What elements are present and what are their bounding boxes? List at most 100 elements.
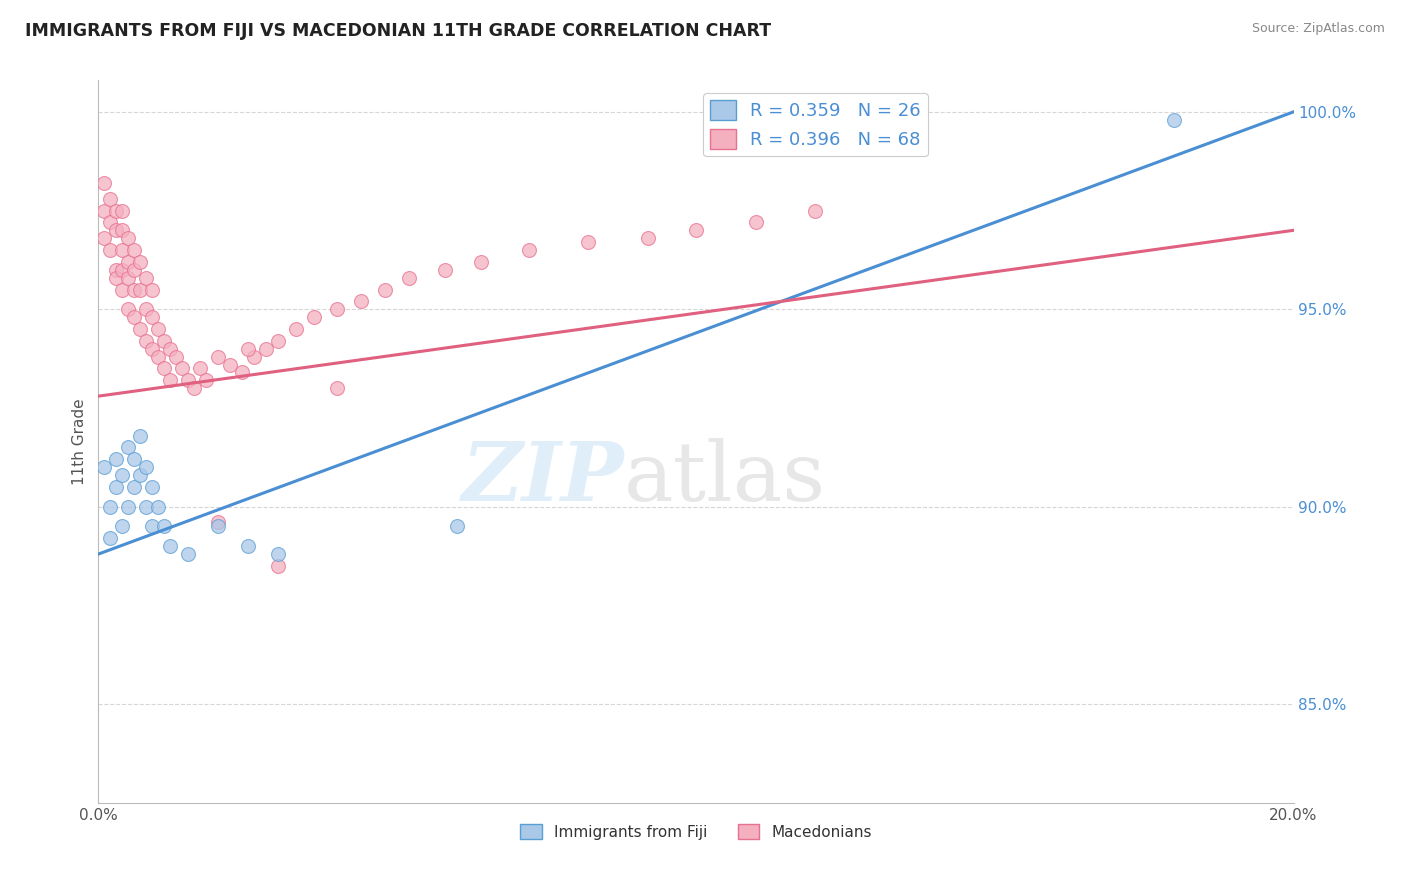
Point: [111, 223, 134, 237]
Point: [159, 342, 181, 356]
Point: [236, 342, 259, 356]
Point: [129, 428, 152, 442]
Point: [637, 231, 659, 245]
Point: [195, 373, 218, 387]
Point: [153, 334, 176, 348]
Point: [159, 373, 181, 387]
Point: [135, 460, 157, 475]
Point: [188, 361, 211, 376]
Point: [470, 255, 492, 269]
Point: [124, 480, 146, 494]
Point: [117, 500, 139, 514]
Point: [326, 302, 349, 317]
Point: [141, 342, 163, 356]
Point: [153, 519, 176, 533]
Point: [326, 381, 349, 395]
Point: [98, 500, 122, 514]
Point: [117, 255, 139, 269]
Point: [1163, 112, 1185, 127]
Point: [105, 270, 128, 285]
Legend: Immigrants from Fiji, Macedonians: Immigrants from Fiji, Macedonians: [515, 818, 877, 846]
Point: [129, 283, 152, 297]
Point: [105, 480, 128, 494]
Point: [111, 468, 134, 483]
Point: [98, 215, 122, 229]
Point: [517, 243, 540, 257]
Point: [177, 547, 200, 561]
Point: [135, 500, 157, 514]
Text: Source: ZipAtlas.com: Source: ZipAtlas.com: [1251, 22, 1385, 36]
Point: [93, 231, 115, 245]
Point: [374, 283, 396, 297]
Point: [236, 539, 259, 553]
Point: [105, 452, 128, 467]
Point: [117, 441, 139, 455]
Point: [243, 350, 266, 364]
Point: [267, 558, 290, 573]
Point: [98, 192, 122, 206]
Point: [685, 223, 707, 237]
Point: [141, 519, 163, 533]
Point: [267, 334, 290, 348]
Point: [105, 262, 128, 277]
Point: [111, 243, 134, 257]
Point: [129, 468, 152, 483]
Point: [124, 452, 146, 467]
Point: [117, 270, 139, 285]
Point: [231, 366, 253, 380]
Point: [141, 283, 163, 297]
Text: atlas: atlas: [624, 438, 827, 517]
Point: [135, 270, 157, 285]
Point: [93, 203, 115, 218]
Point: [111, 203, 134, 218]
Point: [93, 460, 115, 475]
Point: [124, 262, 146, 277]
Point: [111, 519, 134, 533]
Point: [148, 350, 170, 364]
Point: [148, 322, 170, 336]
Point: [254, 342, 277, 356]
Point: [159, 539, 181, 553]
Point: [578, 235, 600, 249]
Point: [124, 310, 146, 325]
Point: [135, 334, 157, 348]
Point: [141, 310, 163, 325]
Point: [219, 358, 242, 372]
Point: [183, 381, 205, 395]
Point: [117, 302, 139, 317]
Point: [153, 361, 176, 376]
Point: [350, 294, 373, 309]
Point: [302, 310, 325, 325]
Point: [98, 243, 122, 257]
Point: [267, 547, 290, 561]
Point: [804, 203, 827, 218]
Text: ZIP: ZIP: [461, 438, 624, 517]
Point: [129, 255, 152, 269]
Point: [105, 223, 128, 237]
Point: [111, 283, 134, 297]
Point: [207, 519, 229, 533]
Point: [148, 500, 170, 514]
Point: [98, 531, 122, 545]
Text: IMMIGRANTS FROM FIJI VS MACEDONIAN 11TH GRADE CORRELATION CHART: IMMIGRANTS FROM FIJI VS MACEDONIAN 11TH …: [25, 22, 772, 40]
Point: [284, 322, 307, 336]
Point: [446, 519, 468, 533]
Point: [141, 480, 163, 494]
Point: [105, 203, 128, 218]
Point: [165, 350, 187, 364]
Point: [434, 262, 457, 277]
Point: [117, 231, 139, 245]
Y-axis label: 11th Grade: 11th Grade: [72, 398, 87, 485]
Point: [135, 302, 157, 317]
Point: [124, 283, 146, 297]
Point: [207, 350, 229, 364]
Point: [172, 361, 194, 376]
Point: [398, 270, 420, 285]
Point: [124, 243, 146, 257]
Point: [177, 373, 200, 387]
Point: [129, 322, 152, 336]
Point: [111, 262, 134, 277]
Point: [93, 176, 115, 190]
Point: [745, 215, 768, 229]
Point: [207, 516, 229, 530]
